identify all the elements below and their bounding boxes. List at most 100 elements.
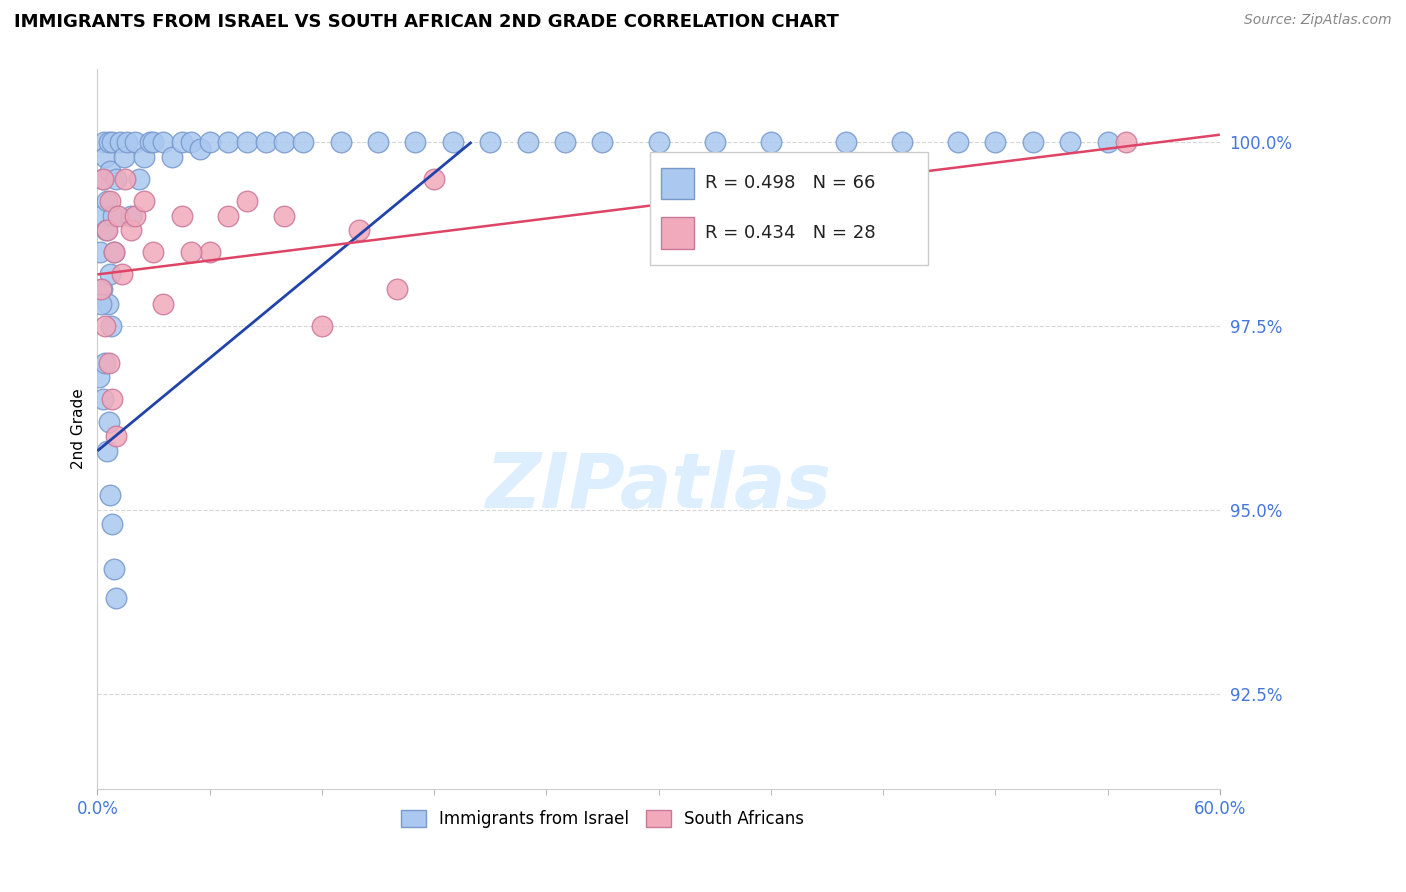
Point (101, 517, 124, 532)
Point (93, 135, 115, 149)
Y-axis label: 2nd Grade: 2nd Grade (72, 389, 86, 469)
Point (134, 194, 156, 208)
Point (120, 223, 142, 237)
Point (703, 135, 725, 149)
Point (329, 135, 352, 149)
Point (89, 245, 111, 260)
Text: R = 0.498   N = 66: R = 0.498 N = 66 (706, 175, 876, 193)
Point (273, 135, 295, 149)
Point (105, 171, 128, 186)
Text: IMMIGRANTS FROM ISRAEL VS SOUTH AFRICAN 2ND GRADE CORRELATION CHART: IMMIGRANTS FROM ISRAEL VS SOUTH AFRICAN … (14, 13, 839, 31)
Point (100, 488, 122, 502)
Point (198, 245, 221, 260)
Point (89, 370, 111, 384)
Point (94, 223, 117, 237)
Point (160, 150, 183, 164)
Point (96, 223, 118, 237)
Point (120, 209, 142, 223)
Point (1097, 135, 1119, 149)
Point (117, 135, 139, 149)
Point (112, 150, 135, 164)
Point (108, 135, 131, 149)
Point (946, 135, 969, 149)
Point (479, 135, 502, 149)
Point (647, 135, 669, 149)
Point (114, 171, 136, 186)
Point (91, 282, 114, 296)
Point (759, 135, 782, 149)
Point (124, 209, 146, 223)
Point (984, 135, 1007, 149)
Point (349, 223, 371, 237)
Point (94, 318, 117, 333)
Point (1022, 135, 1045, 149)
Point (96, 194, 118, 208)
Point (236, 135, 259, 149)
Point (124, 135, 146, 149)
Point (101, 392, 124, 407)
Point (180, 135, 202, 149)
Point (254, 135, 277, 149)
Point (91, 171, 114, 186)
Point (100, 164, 122, 178)
Text: ZIPatlas: ZIPatlas (485, 450, 831, 524)
Point (111, 268, 134, 282)
Point (152, 297, 174, 311)
Point (96, 444, 118, 458)
Point (138, 135, 160, 149)
Point (404, 135, 426, 149)
Point (180, 245, 202, 260)
Point (91, 171, 114, 186)
Point (217, 209, 239, 223)
Point (105, 591, 128, 605)
Point (128, 171, 150, 186)
Point (103, 561, 125, 575)
Point (152, 135, 174, 149)
Point (217, 135, 239, 149)
Point (1059, 135, 1081, 149)
Point (103, 245, 125, 260)
Point (103, 209, 125, 223)
Point (236, 194, 259, 208)
Point (105, 429, 128, 443)
Point (834, 135, 856, 149)
Point (198, 135, 221, 149)
Point (292, 135, 315, 149)
Point (890, 135, 912, 149)
Point (385, 282, 408, 296)
Point (91, 392, 114, 407)
Point (367, 135, 389, 149)
Point (142, 135, 165, 149)
Point (97, 297, 120, 311)
Point (516, 135, 538, 149)
Point (170, 135, 193, 149)
Point (1115, 135, 1137, 149)
Point (90, 282, 112, 296)
Point (554, 135, 576, 149)
Point (100, 194, 122, 208)
Point (90, 209, 112, 223)
Point (97, 356, 120, 370)
Point (273, 209, 295, 223)
Point (142, 245, 165, 260)
Point (134, 150, 156, 164)
Text: Source: ZipAtlas.com: Source: ZipAtlas.com (1244, 13, 1392, 28)
Point (97, 415, 120, 429)
Point (103, 245, 125, 260)
Point (101, 135, 124, 149)
Point (94, 150, 117, 164)
Point (441, 135, 464, 149)
Point (107, 209, 129, 223)
Point (592, 135, 614, 149)
Point (100, 318, 122, 333)
Point (170, 209, 193, 223)
Point (97, 135, 120, 149)
Point (98, 268, 121, 282)
Point (188, 143, 211, 157)
Point (423, 171, 446, 186)
Legend: Immigrants from Israel, South Africans: Immigrants from Israel, South Africans (394, 804, 811, 835)
Point (311, 318, 333, 333)
Text: R = 0.434   N = 28: R = 0.434 N = 28 (706, 224, 876, 243)
Point (94, 356, 117, 370)
Point (90, 297, 112, 311)
